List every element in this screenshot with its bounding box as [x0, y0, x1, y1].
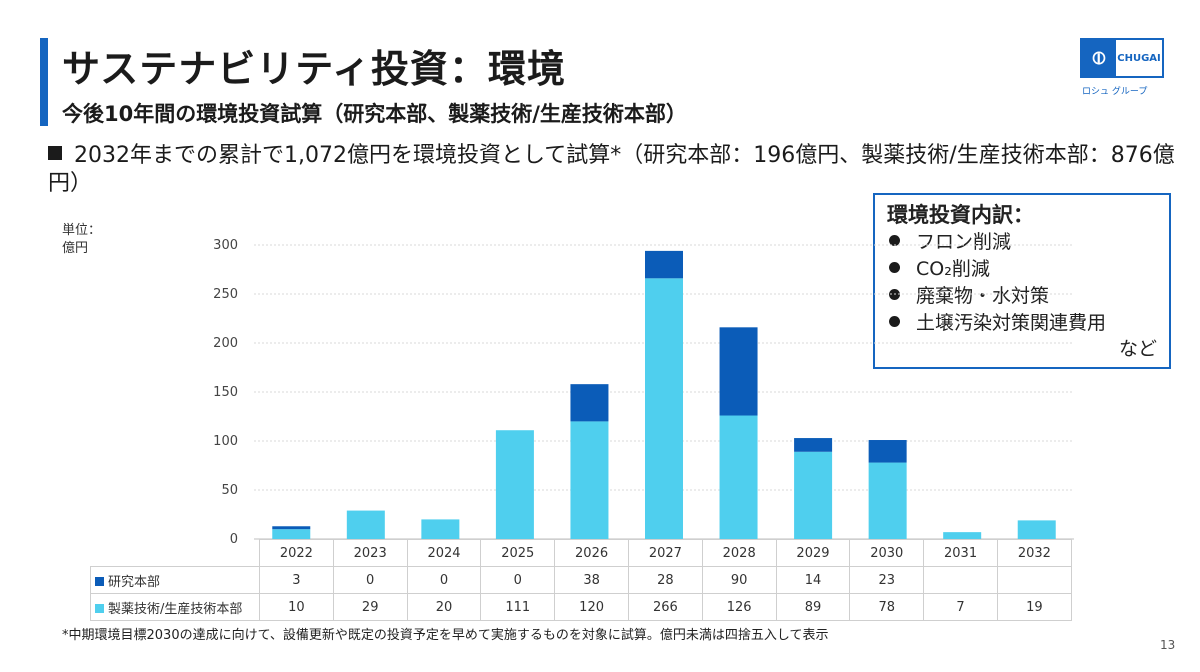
- table-year-header: 2032: [996, 539, 1072, 567]
- y-tick-label: 100: [213, 434, 238, 449]
- unit-label-line2: 億円: [62, 241, 89, 256]
- legend-swatch-research: [95, 576, 104, 586]
- table-year-header: 2027: [627, 539, 703, 567]
- bullet-dot-icon: [889, 316, 900, 327]
- table-year-header: 2024: [406, 539, 482, 567]
- breakdown-item-label: 土壌汚染対策関連費用: [916, 312, 1107, 334]
- table-value-cell: 120: [554, 593, 629, 621]
- table-value-cell: 19: [996, 593, 1072, 621]
- breakdown-item: CO₂削減: [887, 256, 1157, 283]
- table-year-header: 2029: [775, 539, 851, 567]
- table-year-header: 2023: [332, 539, 408, 567]
- table-row-tech: 製薬技術/生産技術本部 10 29 20 111 120 266 126 89 78 7 19: [90, 593, 1072, 621]
- logo-subtext: ロシュ グループ: [1082, 87, 1148, 97]
- bar-tech: [794, 451, 833, 539]
- summary-bullet: 2032年までの累計で1,072億円を環境投資として試算*（研究本部：196億円…: [48, 142, 1188, 198]
- table-value-cell: 90: [701, 566, 777, 594]
- table-value-cell: 10: [259, 593, 334, 621]
- bullet-dot-icon: [889, 235, 900, 246]
- bar-research: [272, 526, 311, 530]
- y-tick-label: 300: [213, 238, 238, 253]
- logo-text: CHUGAI: [1117, 52, 1161, 64]
- footnote: *中期環境目標2030の達成に向けて、設備更新や既定の投資予定を早めて実施するも…: [62, 628, 829, 643]
- unit-label-line1: 単位：: [62, 223, 102, 238]
- table-value-cell: 126: [701, 593, 777, 621]
- table-value-cell: 0: [332, 566, 408, 594]
- table-header-row: 2022 2023 2024 2025 2026 2027 2028 2029 2030 2031…: [91, 539, 1072, 567]
- table-value-cell: 3: [259, 566, 334, 594]
- table-value-cell: 20: [406, 593, 482, 621]
- y-tick-label: 250: [213, 287, 238, 302]
- table-value-cell: 111: [480, 593, 556, 621]
- square-bullet-icon: [48, 146, 62, 160]
- breakdown-item-label: CO₂削減: [916, 258, 990, 280]
- breakdown-title: 環境投資内訳：: [887, 203, 1034, 227]
- breakdown-item: 土壌汚染対策関連費用: [887, 310, 1157, 337]
- bar-tech: [943, 532, 982, 539]
- table-series-label: 研究本部: [90, 566, 260, 594]
- bar-research: [794, 438, 833, 452]
- table-value-cell: 78: [849, 593, 925, 621]
- bar-tech: [421, 519, 460, 539]
- unit-label: 単位： 億円: [62, 222, 122, 258]
- table-year-header: 2030: [849, 539, 925, 567]
- table-year-header: 2031: [923, 539, 998, 567]
- table-row-research: 研究本部 3 0 0 0 38 28 90 14 23: [90, 566, 1072, 594]
- page-subtitle: 今後10年間の環境投資試算（研究本部、製薬技術/生産技術本部）: [62, 102, 687, 126]
- table-value-cell: 89: [775, 593, 851, 621]
- table-value-cell: 14: [775, 566, 851, 594]
- table-value-cell: [996, 566, 1072, 594]
- breakdown-tail: など: [1118, 338, 1157, 360]
- title-accent-bar: [40, 38, 48, 126]
- legend-swatch-tech: [95, 603, 104, 613]
- table-value-cell: 0: [480, 566, 556, 594]
- table-year-header: 2025: [480, 539, 556, 567]
- table-year-header: 2022: [259, 539, 334, 567]
- breakdown-item: フロン削減: [887, 229, 1157, 256]
- table-value-cell: 29: [332, 593, 408, 621]
- table-year-header: 2026: [554, 539, 629, 567]
- bar-tech: [868, 462, 907, 539]
- bar-research: [645, 250, 683, 279]
- bar-tech: [495, 430, 534, 539]
- y-tick-label: 0: [230, 532, 238, 547]
- bar-tech: [719, 415, 758, 539]
- table-value-cell: 38: [554, 566, 629, 594]
- table-corner: [91, 540, 260, 567]
- bar-tech: [1017, 520, 1056, 539]
- table-value-cell: 0: [406, 566, 482, 594]
- bar-tech: [570, 421, 609, 539]
- table-year-header: 2028: [701, 539, 777, 567]
- logo-mark-icon: ⦶: [1082, 40, 1116, 76]
- logo-box: ⦶ CHUGAI: [1080, 38, 1164, 78]
- y-tick-label: 50: [221, 483, 238, 498]
- bar-tech: [645, 278, 683, 539]
- bar-tech: [272, 529, 311, 539]
- bar-research: [570, 384, 609, 422]
- breakdown-box: 環境投資内訳： フロン削減 CO₂削減 廃棄物・水対策 土壌汚染対策関連費用 な…: [873, 193, 1171, 369]
- breakdown-item-label: 廃棄物・水対策: [916, 285, 1050, 307]
- bar-research: [868, 440, 907, 463]
- page-title: サステナビリティ投資：環境: [62, 47, 566, 91]
- page-number: 13: [1160, 638, 1176, 652]
- y-tick-label: 150: [213, 385, 238, 400]
- bar-research: [719, 327, 758, 416]
- company-logo: ⦶ CHUGAI ロシュ グループ: [1080, 38, 1164, 98]
- table-value-cell: 7: [923, 593, 998, 621]
- table-value-cell: [923, 566, 998, 594]
- table-series-label: 製薬技術/生産技術本部: [90, 593, 260, 621]
- bullet-dot-icon: [889, 262, 900, 273]
- table-value-cell: 28: [627, 566, 703, 594]
- data-table: 2022 2023 2024 2025 2026 2027 2028 2029 2030 2031…: [90, 539, 1072, 621]
- table-value-cell: 23: [849, 566, 925, 594]
- table-value-cell: 266: [627, 593, 703, 621]
- summary-text: 2032年までの累計で1,072億円を環境投資として試算*（研究本部：196億円…: [48, 143, 1175, 196]
- y-tick-label: 200: [213, 336, 238, 351]
- bar-tech: [346, 510, 385, 539]
- breakdown-item-label: フロン削減: [916, 231, 1012, 253]
